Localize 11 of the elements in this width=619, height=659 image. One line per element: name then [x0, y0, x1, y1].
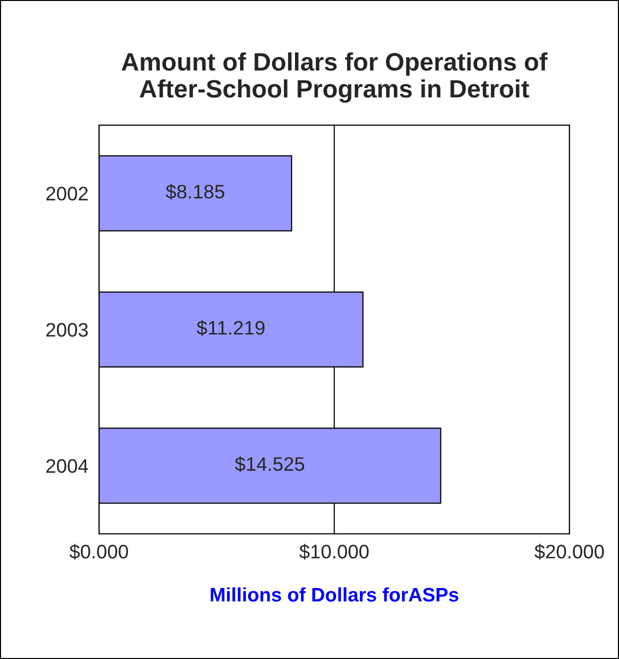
chart-title: Amount of Dollars for Operations of After-School Programs in Detroit	[122, 52, 548, 103]
data-label: $11.219	[196, 320, 264, 336]
x-tick-label: $20.000	[534, 544, 604, 560]
x-tick-label: $10.000	[299, 544, 369, 560]
data-label: $14.525	[234, 456, 304, 472]
x-tick-label: $0.000	[70, 544, 128, 560]
y-tick-label: 2003	[46, 322, 88, 337]
y-tick-label: 2004	[46, 459, 88, 473]
data-label: $8.185	[166, 184, 224, 200]
x-axis-title: Millions of Dollars forASPs	[210, 587, 458, 602]
y-tick-label: 2002	[46, 186, 88, 201]
